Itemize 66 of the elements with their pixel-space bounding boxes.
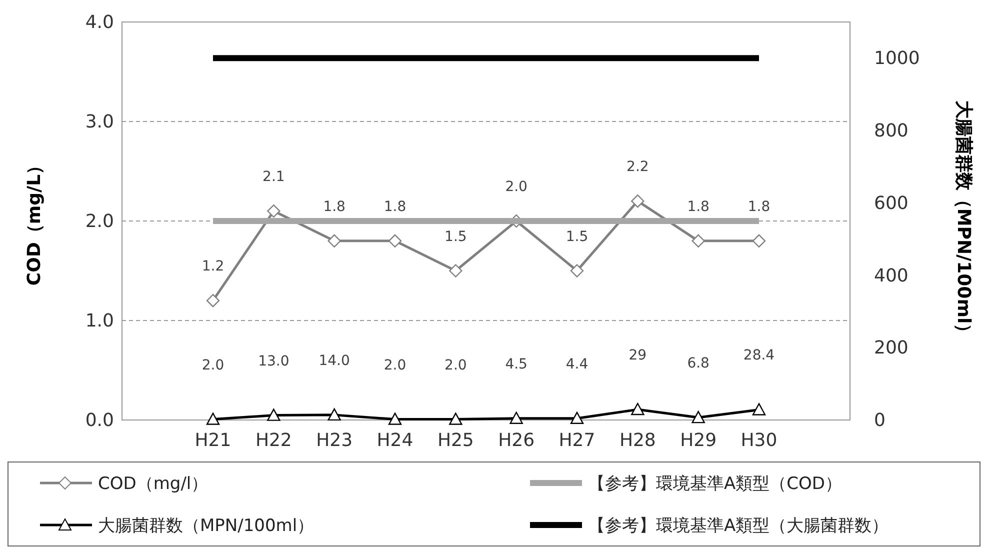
x-tick-label: H29 [680, 430, 717, 451]
x-tick-label: H26 [498, 430, 535, 451]
point [267, 204, 280, 218]
point [449, 412, 462, 425]
y2-tick-label: 600 [874, 192, 908, 214]
data-label: 1.8 [323, 198, 346, 215]
y2-axis-title: 大腸菌群数（MPN/100ml） [953, 99, 974, 342]
y2-tick-label: 200 [874, 338, 908, 359]
data-label: 2.0 [202, 357, 224, 374]
point [570, 264, 584, 278]
data-label: 2.2 [626, 159, 649, 176]
point [570, 412, 584, 424]
data-label: 1.8 [687, 198, 710, 215]
legend-label: 【参考】環境基準A類型（大腸菌群数） [588, 516, 889, 536]
x-tick-label: H23 [316, 430, 353, 451]
data-label: 1.5 [566, 228, 588, 245]
x-tick-label: H22 [255, 430, 292, 451]
x-tick-label: H30 [740, 430, 778, 451]
point [510, 412, 523, 424]
data-label: 2.0 [384, 357, 406, 374]
y2-tick-label: 0 [874, 410, 886, 431]
data-label: 1.8 [384, 198, 406, 215]
point [631, 194, 644, 208]
point [449, 264, 462, 278]
data-label: 13.0 [258, 353, 290, 370]
x-tick-label: H25 [437, 430, 474, 451]
y2-tick-label: 800 [874, 120, 908, 142]
legend-label: 【参考】環境基準A類型（COD） [588, 474, 842, 494]
data-label: 1.8 [748, 198, 770, 215]
data-label: 2.0 [444, 357, 467, 374]
point [752, 234, 766, 248]
y-tick-label: 4.0 [85, 12, 114, 33]
y-tick-label: 0.0 [85, 410, 114, 431]
point [206, 412, 220, 425]
point [752, 403, 766, 416]
y-axis-title: COD（mg/L） [24, 156, 45, 286]
x-tick-label: H21 [194, 430, 232, 451]
data-label: 14.0 [318, 352, 350, 369]
point [267, 408, 280, 421]
point [692, 234, 705, 248]
data-label: 2.1 [262, 169, 285, 186]
legend-label: COD（mg/l） [98, 474, 208, 494]
x-tick-label: H27 [558, 430, 596, 451]
y-tick-label: 2.0 [85, 211, 114, 232]
data-label: 4.5 [505, 356, 528, 372]
point [206, 294, 220, 308]
point [328, 234, 341, 248]
data-label: 1.5 [444, 228, 467, 245]
y2-tick-label: 400 [874, 265, 908, 286]
data-label: 1.2 [202, 258, 224, 275]
point [631, 402, 644, 416]
y-tick-label: 1.0 [85, 310, 114, 332]
data-label: 4.4 [566, 356, 588, 372]
data-label: 29 [628, 348, 647, 364]
y-tick-label: 3.0 [85, 112, 114, 132]
x-tick-label: H28 [619, 430, 656, 451]
point [388, 412, 402, 425]
x-tick-label: H24 [376, 430, 414, 451]
point [692, 410, 705, 424]
data-label: 28.4 [743, 348, 775, 364]
legend-label: 大腸菌群数（MPN/100ml） [98, 516, 314, 536]
point [328, 408, 341, 421]
data-label: 6.8 [687, 356, 710, 372]
point [388, 234, 402, 248]
data-label: 2.0 [505, 179, 528, 195]
y2-tick-label: 1000 [874, 48, 920, 70]
